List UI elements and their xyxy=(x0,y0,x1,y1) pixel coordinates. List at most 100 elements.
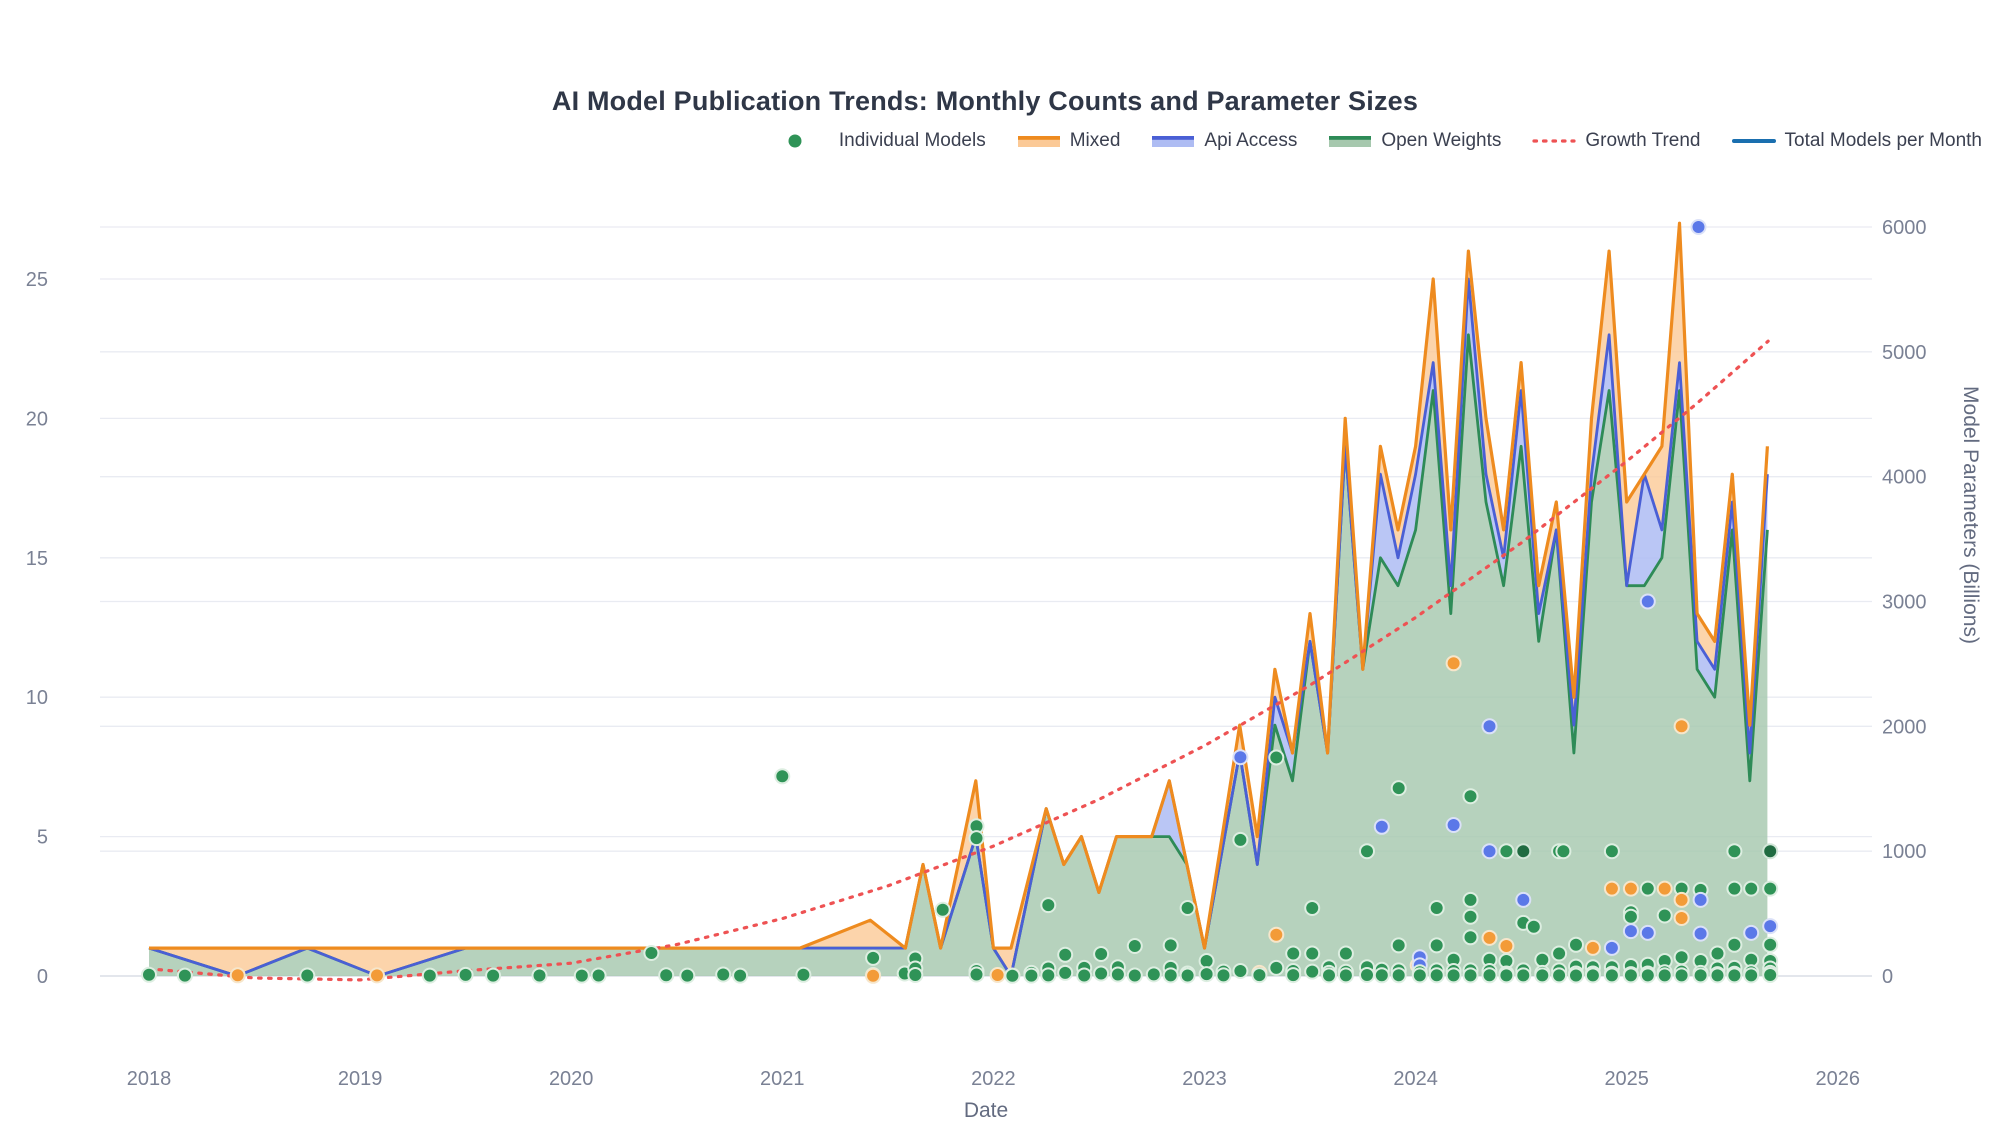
individual-model-point xyxy=(1462,788,1479,805)
individual-model-point xyxy=(1622,908,1639,925)
individual-model-point xyxy=(1515,891,1532,908)
individual-model-point xyxy=(1584,939,1601,956)
x-tick-label: 2020 xyxy=(549,1068,594,1090)
legend-item-growth-trend[interactable]: Growth Trend xyxy=(1531,130,1701,152)
individual-model-point xyxy=(1673,949,1690,966)
individual-model-point xyxy=(421,967,438,984)
individual-model-point xyxy=(1656,967,1673,984)
legend-item-open-weights[interactable]: Open Weights xyxy=(1327,130,1501,152)
individual-model-point xyxy=(1673,718,1690,735)
individual-model-point xyxy=(968,830,985,847)
individual-model-point xyxy=(1179,900,1196,916)
individual-model-point xyxy=(1057,946,1074,963)
legend-item-individual-models[interactable]: Individual Models xyxy=(785,130,986,152)
individual-model-point xyxy=(1515,967,1532,984)
individual-model-point xyxy=(1673,967,1690,984)
legend-item-api-access[interactable]: Api Access xyxy=(1150,130,1297,152)
individual-model-point xyxy=(369,967,385,984)
individual-model-point xyxy=(968,966,985,983)
legend-marker-dotted-icon xyxy=(1532,139,1576,143)
individual-model-point xyxy=(1023,967,1040,984)
chart-title: AI Model Publication Trends: Monthly Cou… xyxy=(551,86,1419,116)
individual-model-point xyxy=(989,967,1006,983)
y-right-axis-title: Model Parameters (Billions) xyxy=(1959,386,1982,644)
individual-model-point xyxy=(643,945,660,961)
individual-model-point xyxy=(1603,967,1620,984)
individual-model-point xyxy=(1251,967,1268,984)
y-right-tick-label: 2000 xyxy=(1882,716,1927,738)
individual-model-point xyxy=(1555,843,1572,860)
individual-model-point xyxy=(1622,880,1639,897)
individual-model-point xyxy=(658,967,675,984)
individual-model-point xyxy=(679,967,696,984)
legend-label: Growth Trend xyxy=(1585,130,1701,151)
individual-model-point xyxy=(1481,967,1498,984)
individual-model-point xyxy=(1603,880,1620,897)
individual-model-point xyxy=(1481,929,1498,946)
individual-model-point xyxy=(1639,967,1656,984)
individual-model-point xyxy=(1179,967,1196,984)
individual-model-point xyxy=(1390,780,1407,797)
individual-model-point xyxy=(1428,937,1445,954)
individual-model-point xyxy=(457,966,474,983)
y-left-tick-label: 15 xyxy=(26,548,48,570)
individual-model-point xyxy=(1692,925,1709,942)
individual-model-point xyxy=(1762,880,1779,897)
individual-model-point xyxy=(1304,963,1321,980)
individual-model-point xyxy=(485,967,502,984)
individual-model-point xyxy=(1584,967,1601,984)
individual-model-point xyxy=(1268,749,1285,766)
individual-model-point xyxy=(865,949,882,966)
individual-model-point xyxy=(1692,967,1709,984)
x-tick-label: 2025 xyxy=(1604,1068,1649,1090)
individual-model-point xyxy=(1337,945,1354,962)
individual-model-point xyxy=(1762,967,1779,983)
x-tick-label: 2024 xyxy=(1393,1068,1438,1090)
individual-model-point xyxy=(1462,908,1479,925)
individual-model-point xyxy=(774,768,791,785)
individual-model-point xyxy=(1057,964,1074,981)
individual-model-point xyxy=(1445,655,1462,672)
individual-model-point xyxy=(795,966,812,983)
y-left-tick-label: 0 xyxy=(37,966,48,988)
legend-marker-band-icon xyxy=(1152,136,1195,147)
legend-item-total-models-per-month[interactable]: Total Models per Month xyxy=(1731,130,1982,152)
individual-model-point xyxy=(1428,900,1445,916)
individual-model-point xyxy=(1743,967,1760,984)
x-tick-label: 2022 xyxy=(971,1068,1016,1090)
individual-model-point xyxy=(1373,967,1390,984)
y-right-tick-label: 4000 xyxy=(1882,467,1927,489)
individual-model-point xyxy=(1428,967,1445,984)
individual-model-point xyxy=(1656,880,1673,897)
legend-marker-band-icon xyxy=(1329,136,1372,147)
individual-model-point xyxy=(1515,843,1532,860)
individual-model-point xyxy=(1692,891,1709,908)
individual-model-point xyxy=(1726,843,1743,860)
legend: Individual Models Mixed Api Access Open Wei… xyxy=(785,130,1982,152)
individual-model-point xyxy=(1093,946,1110,962)
individual-model-point xyxy=(1232,749,1249,766)
individual-model-point xyxy=(1411,967,1428,984)
individual-model-point xyxy=(1622,967,1639,984)
individual-model-point xyxy=(141,966,157,983)
x-tick-label: 2018 xyxy=(127,1068,172,1090)
individual-model-point xyxy=(1126,938,1143,954)
individual-model-point xyxy=(1390,967,1407,984)
individual-model-point xyxy=(1462,967,1479,984)
y-right-tick-label: 0 xyxy=(1882,966,1893,988)
individual-model-point xyxy=(1215,967,1232,984)
individual-model-point xyxy=(1639,593,1656,610)
stacked-areas xyxy=(148,221,1769,978)
individual-model-point xyxy=(1709,967,1726,984)
open-weights-area xyxy=(149,334,1768,976)
individual-model-point xyxy=(1285,945,1302,962)
individual-model-point xyxy=(176,967,193,984)
individual-model-point xyxy=(1232,831,1249,848)
individual-model-point xyxy=(1004,967,1021,984)
individual-model-point xyxy=(229,967,246,984)
individual-model-point xyxy=(1639,880,1656,897)
individual-model-point xyxy=(907,967,924,983)
legend-item-mixed[interactable]: Mixed xyxy=(1016,130,1120,152)
